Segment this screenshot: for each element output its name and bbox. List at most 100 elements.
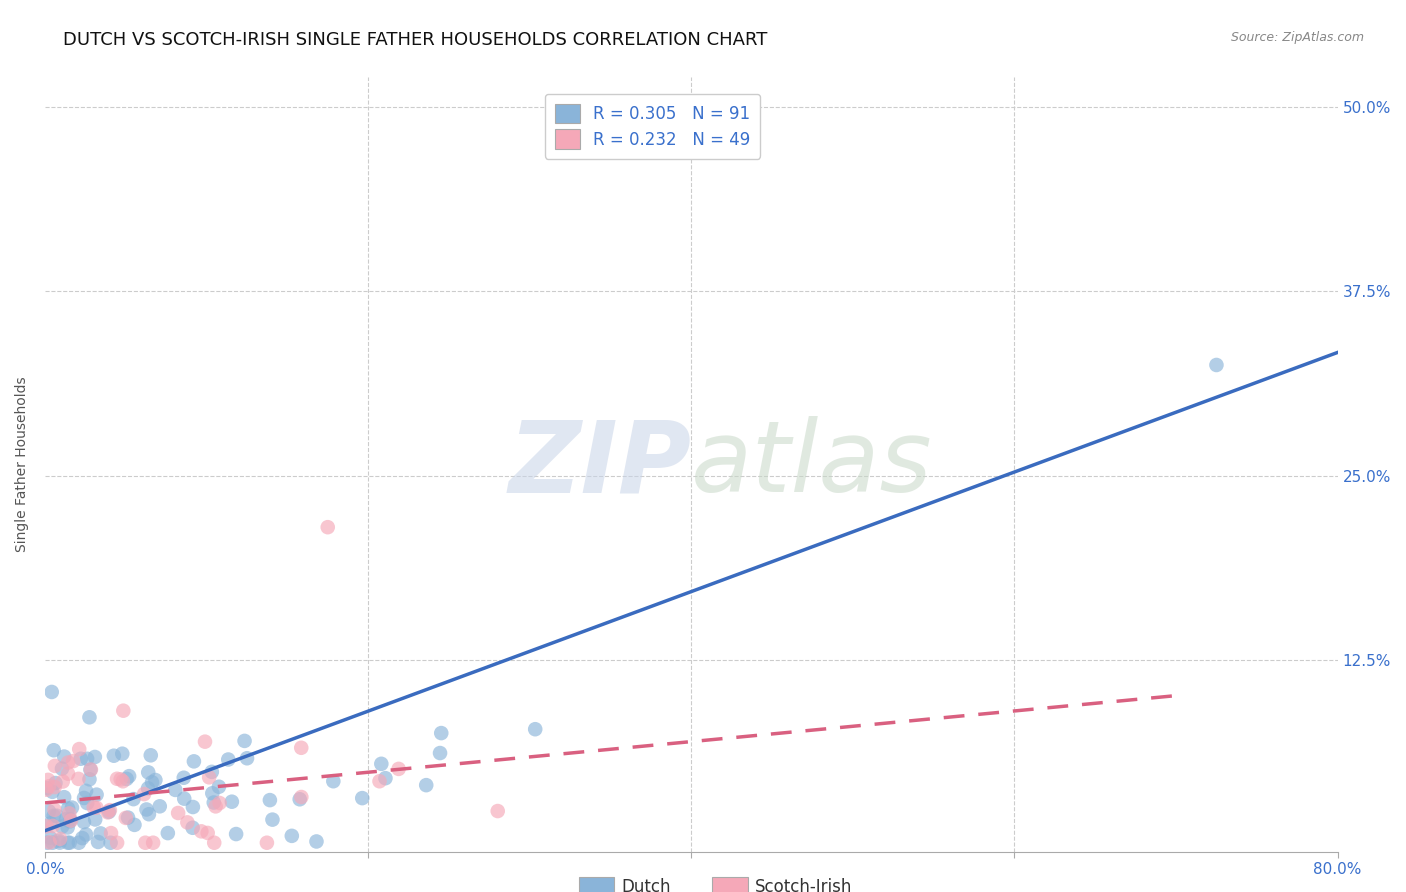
Point	[73, 815, 96, 830]
Point	[111, 747, 134, 761]
Point	[45, 808, 67, 822]
Point	[112, 704, 135, 718]
Point	[87, 835, 110, 849]
Point	[55, 812, 77, 826]
Point	[181, 821, 204, 835]
Point	[110, 772, 132, 787]
Point	[136, 781, 159, 796]
Point	[415, 778, 437, 792]
Point	[44, 759, 66, 773]
Point	[38, 805, 60, 819]
Point	[48, 833, 70, 847]
Point	[173, 791, 195, 805]
Point	[388, 762, 411, 776]
Point	[59, 814, 82, 829]
Point	[41, 785, 63, 799]
Point	[75, 784, 97, 798]
Text: atlas: atlas	[692, 416, 934, 513]
Point	[39, 830, 62, 845]
Point	[49, 831, 72, 846]
Point	[122, 792, 145, 806]
Point	[79, 710, 101, 724]
Point	[115, 772, 138, 786]
Point	[86, 801, 108, 815]
Point	[167, 805, 190, 820]
Point	[114, 811, 136, 825]
Point	[262, 813, 284, 827]
Point	[281, 829, 304, 843]
Point	[352, 791, 374, 805]
Point	[37, 772, 59, 787]
Text: Source: ZipAtlas.com: Source: ZipAtlas.com	[1230, 31, 1364, 45]
Text: Dutch: Dutch	[621, 879, 671, 892]
Point	[76, 796, 98, 810]
Point	[48, 836, 70, 850]
Point	[53, 790, 76, 805]
Point	[84, 813, 107, 827]
Point	[80, 763, 103, 777]
Point	[290, 740, 312, 755]
Point	[105, 772, 128, 786]
Point	[202, 796, 225, 810]
Point	[139, 748, 162, 763]
Point	[225, 827, 247, 841]
Point	[44, 780, 66, 794]
Point	[83, 750, 105, 764]
Point	[62, 754, 84, 768]
Point	[322, 774, 344, 789]
Point	[44, 803, 66, 817]
Point	[156, 826, 179, 840]
Point	[142, 836, 165, 850]
Point	[56, 821, 79, 835]
Point	[56, 801, 79, 815]
Point	[59, 814, 82, 828]
Point	[42, 743, 65, 757]
Point	[79, 763, 101, 777]
Point	[98, 803, 121, 817]
Point	[83, 800, 105, 814]
Point	[41, 836, 63, 850]
Point	[75, 828, 97, 842]
Point	[217, 752, 239, 766]
Point	[136, 765, 159, 780]
Point	[134, 836, 156, 850]
Point	[35, 781, 58, 796]
Point	[132, 787, 155, 801]
Point	[67, 836, 90, 850]
Point	[51, 820, 73, 834]
Point	[105, 836, 128, 850]
Point	[486, 804, 509, 818]
Point	[141, 775, 163, 789]
Point	[194, 734, 217, 748]
Point	[145, 772, 167, 787]
Point	[190, 824, 212, 838]
Point	[42, 819, 65, 833]
Point	[221, 795, 243, 809]
Point	[201, 764, 224, 779]
Point	[208, 780, 231, 794]
Point	[56, 836, 79, 850]
Point	[67, 742, 90, 756]
Point	[524, 722, 547, 736]
Point	[259, 793, 281, 807]
Y-axis label: Single Father Households: Single Father Households	[15, 376, 30, 552]
Point	[118, 769, 141, 783]
Point	[73, 791, 96, 805]
Point	[173, 771, 195, 785]
Point	[236, 751, 259, 765]
Point	[39, 816, 62, 830]
Point	[181, 800, 204, 814]
Point	[256, 836, 278, 850]
Point	[124, 818, 146, 832]
Point	[41, 685, 63, 699]
Point	[202, 836, 225, 850]
Text: Scotch-Irish: Scotch-Irish	[755, 879, 852, 892]
Point	[138, 807, 160, 822]
Point	[60, 800, 83, 814]
Point	[1205, 358, 1227, 372]
Point	[316, 520, 339, 534]
Point	[204, 799, 226, 814]
Point	[97, 805, 120, 820]
Point	[51, 762, 73, 776]
Point	[103, 748, 125, 763]
